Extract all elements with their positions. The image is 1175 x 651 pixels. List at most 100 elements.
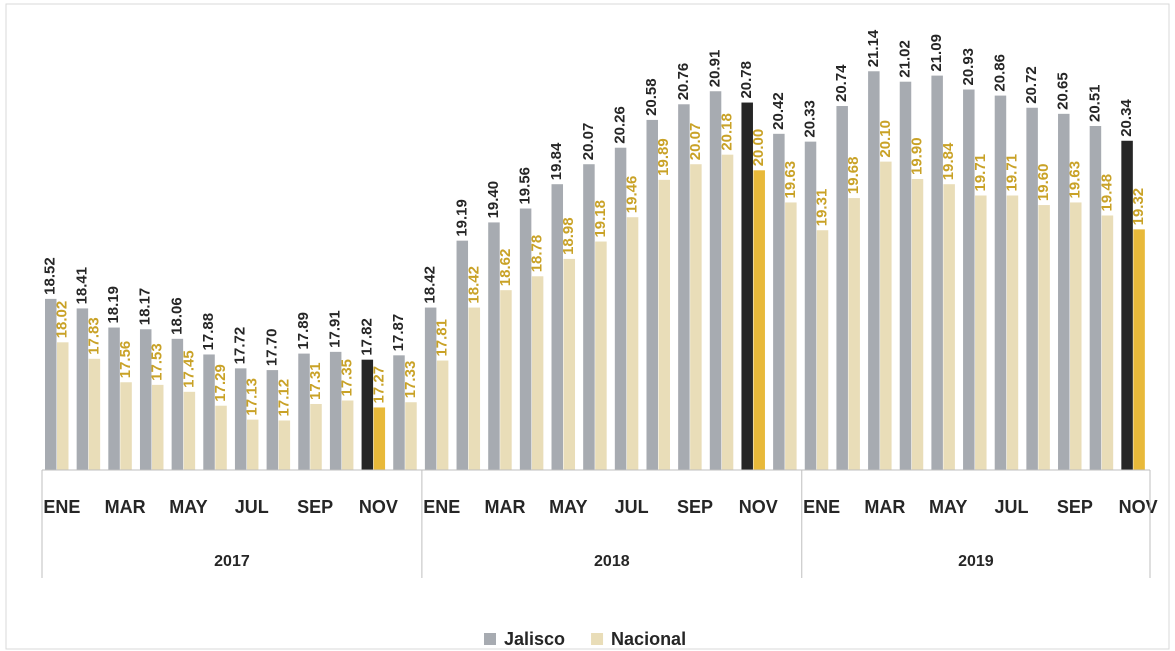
bar [773, 133, 785, 470]
value-label: 17.27 [370, 366, 387, 404]
bar [658, 179, 670, 470]
bar [614, 147, 627, 471]
value-label: 19.48 [1098, 174, 1115, 212]
x-tick-label: MAR [864, 497, 905, 517]
value-label: 17.29 [212, 364, 229, 402]
legend-swatch [484, 633, 496, 645]
x-tick-label: JUL [995, 497, 1029, 517]
bar [246, 419, 259, 470]
bar [298, 353, 310, 470]
x-tick-label: MAY [929, 497, 967, 517]
value-label: 20.07 [580, 123, 597, 161]
bar [373, 407, 386, 470]
bar [120, 382, 132, 470]
bar [721, 154, 734, 470]
bar [310, 403, 322, 470]
value-label: 20.51 [1086, 84, 1103, 122]
bar [690, 164, 702, 470]
bar [975, 195, 987, 471]
value-label: 20.74 [833, 64, 850, 102]
x-tick-label: SEP [1057, 497, 1093, 517]
value-label: 19.84 [548, 142, 565, 180]
value-label: 17.56 [117, 341, 134, 379]
legend-label: Jalisco [504, 629, 565, 649]
value-label: 17.82 [358, 318, 375, 356]
bar [816, 230, 829, 470]
bar [836, 106, 848, 470]
value-label: 18.62 [497, 249, 514, 287]
value-label: 17.33 [402, 361, 419, 399]
value-label: 19.40 [485, 181, 502, 219]
value-label: 19.46 [624, 176, 641, 214]
bar [1133, 229, 1145, 470]
x-tick-label: SEP [677, 497, 713, 517]
value-label: 20.91 [707, 50, 724, 88]
bar [678, 104, 690, 470]
value-label: 20.86 [991, 54, 1008, 92]
value-label: 18.42 [422, 266, 439, 304]
value-label: 20.42 [770, 92, 787, 130]
bar [1121, 140, 1133, 470]
x-tick-label: MAR [105, 497, 146, 517]
bar [488, 222, 500, 470]
bar [108, 327, 120, 470]
bar [341, 400, 354, 470]
x-tick-label: ENE [423, 497, 460, 517]
bar [911, 178, 924, 470]
bar [1038, 205, 1050, 470]
value-label: 17.13 [244, 378, 261, 416]
bar [45, 298, 57, 470]
bar [626, 217, 639, 470]
value-label: 20.10 [877, 120, 894, 158]
value-label: 17.72 [232, 327, 249, 365]
bar [943, 184, 955, 470]
value-label: 21.02 [896, 40, 913, 78]
bar [563, 258, 576, 470]
bar [785, 202, 797, 470]
value-label: 20.18 [719, 113, 736, 151]
value-label: 17.81 [434, 319, 451, 357]
value-label: 19.89 [655, 138, 672, 176]
bar [266, 370, 279, 470]
bar [436, 360, 449, 470]
legend-label: Nacional [611, 629, 686, 649]
value-label: 20.33 [801, 100, 818, 138]
bar [183, 391, 196, 470]
value-label: 19.84 [940, 142, 957, 180]
bar [709, 91, 722, 470]
bar [531, 276, 544, 470]
bar [963, 89, 975, 471]
bar [1006, 195, 1019, 471]
value-label: 19.63 [1067, 161, 1084, 199]
bar [139, 329, 152, 470]
value-label: 20.00 [750, 129, 767, 167]
value-label: 19.63 [782, 161, 799, 199]
bar [500, 290, 512, 470]
x-tick-label: ENE [43, 497, 80, 517]
bar [994, 95, 1007, 471]
bar [76, 308, 89, 470]
value-label: 18.52 [42, 257, 59, 295]
value-label: 17.91 [327, 310, 344, 348]
x-tick-label: JUL [235, 497, 269, 517]
frame [5, 3, 1170, 650]
value-label: 20.34 [1118, 99, 1135, 137]
bar [468, 307, 481, 470]
bar [595, 241, 607, 470]
value-label: 18.02 [54, 301, 71, 339]
value-label: 19.71 [972, 154, 989, 192]
bar [88, 358, 101, 470]
value-label: 20.93 [960, 48, 977, 86]
value-label: 17.45 [180, 350, 197, 388]
x-tick-label: NOV [1119, 497, 1158, 517]
value-label: 20.58 [643, 78, 660, 116]
bar [424, 307, 437, 470]
bar [456, 240, 469, 470]
value-label: 19.71 [1003, 154, 1020, 192]
bar [234, 368, 247, 470]
value-label: 21.09 [928, 34, 945, 72]
value-label: 17.87 [390, 314, 407, 352]
bar [1089, 126, 1102, 470]
value-label: 18.41 [73, 267, 90, 305]
value-label: 18.42 [465, 266, 482, 304]
